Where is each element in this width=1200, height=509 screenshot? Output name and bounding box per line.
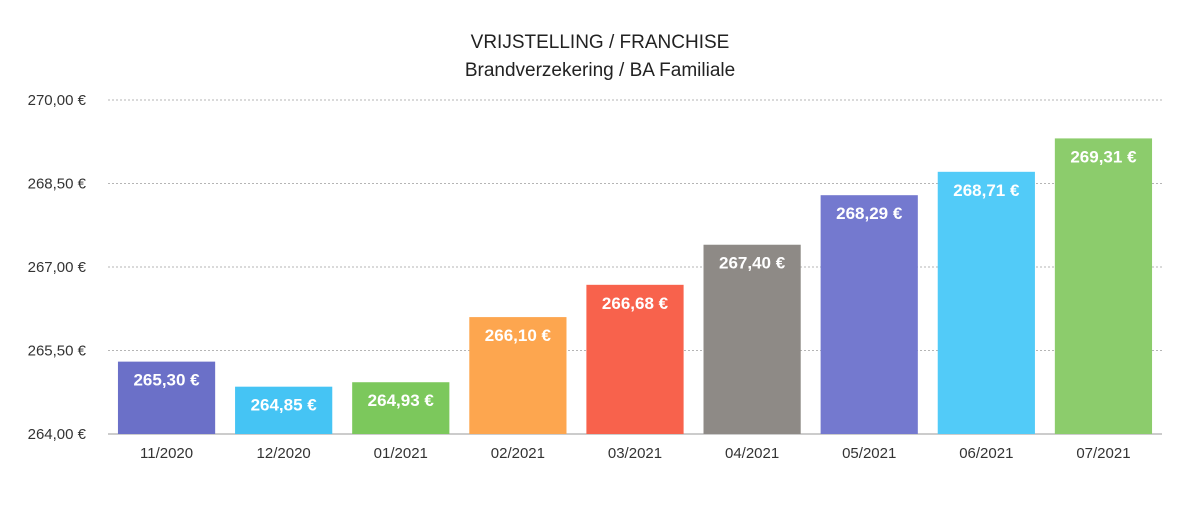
x-tick-label: 02/2021 <box>491 445 545 462</box>
bar <box>469 317 567 434</box>
x-tick-label: 01/2021 <box>374 445 428 462</box>
data-label: 266,10 € <box>485 326 552 345</box>
x-tick-label: 06/2021 <box>959 445 1013 462</box>
x-tick-label: 12/2020 <box>257 445 311 462</box>
data-label: 264,85 € <box>251 396 318 415</box>
bar <box>352 382 450 434</box>
bar <box>235 386 333 434</box>
x-tick-label: 07/2021 <box>1076 445 1130 462</box>
bar <box>703 244 801 434</box>
x-tick-label: 04/2021 <box>725 445 779 462</box>
data-label: 268,29 € <box>836 204 903 223</box>
y-tick-label: 268,50 € <box>28 176 87 193</box>
data-label: 265,30 € <box>133 371 200 390</box>
x-axis: 11/2020 12/2020 01/2021 02/2021 03/2021 04/20… <box>140 445 1131 462</box>
chart-subtitle: Brandverzekering / BA Familiale <box>464 60 736 81</box>
x-tick-label: 11/2020 <box>140 445 193 462</box>
data-label: 267,40 € <box>719 254 786 273</box>
bar <box>586 284 684 434</box>
y-tick-label: 270,00 € <box>28 92 87 109</box>
bar <box>1054 138 1153 434</box>
data-label: 268,71 € <box>953 181 1020 200</box>
y-tick-label: 264,00 € <box>28 426 87 443</box>
y-axis: 264,00 € 265,50 € 267,00 € 268,50 € 270,00 € <box>28 92 87 443</box>
data-label: 264,93 € <box>368 391 435 410</box>
bar <box>937 171 1035 434</box>
y-tick-label: 265,50 € <box>28 343 87 360</box>
bar <box>820 195 918 434</box>
x-tick-label: 05/2021 <box>842 445 896 462</box>
bars: 265,30 € 264,85 € 264,93 € 266,10 € 266,68 €… <box>117 138 1153 434</box>
data-label: 269,31 € <box>1070 147 1137 166</box>
chart-title: VRIJSTELLING / FRANCHISE <box>470 32 730 53</box>
x-tick-label: 03/2021 <box>608 445 662 462</box>
bar <box>117 361 216 434</box>
data-label: 266,68 € <box>602 294 669 313</box>
y-tick-label: 267,00 € <box>28 259 87 276</box>
